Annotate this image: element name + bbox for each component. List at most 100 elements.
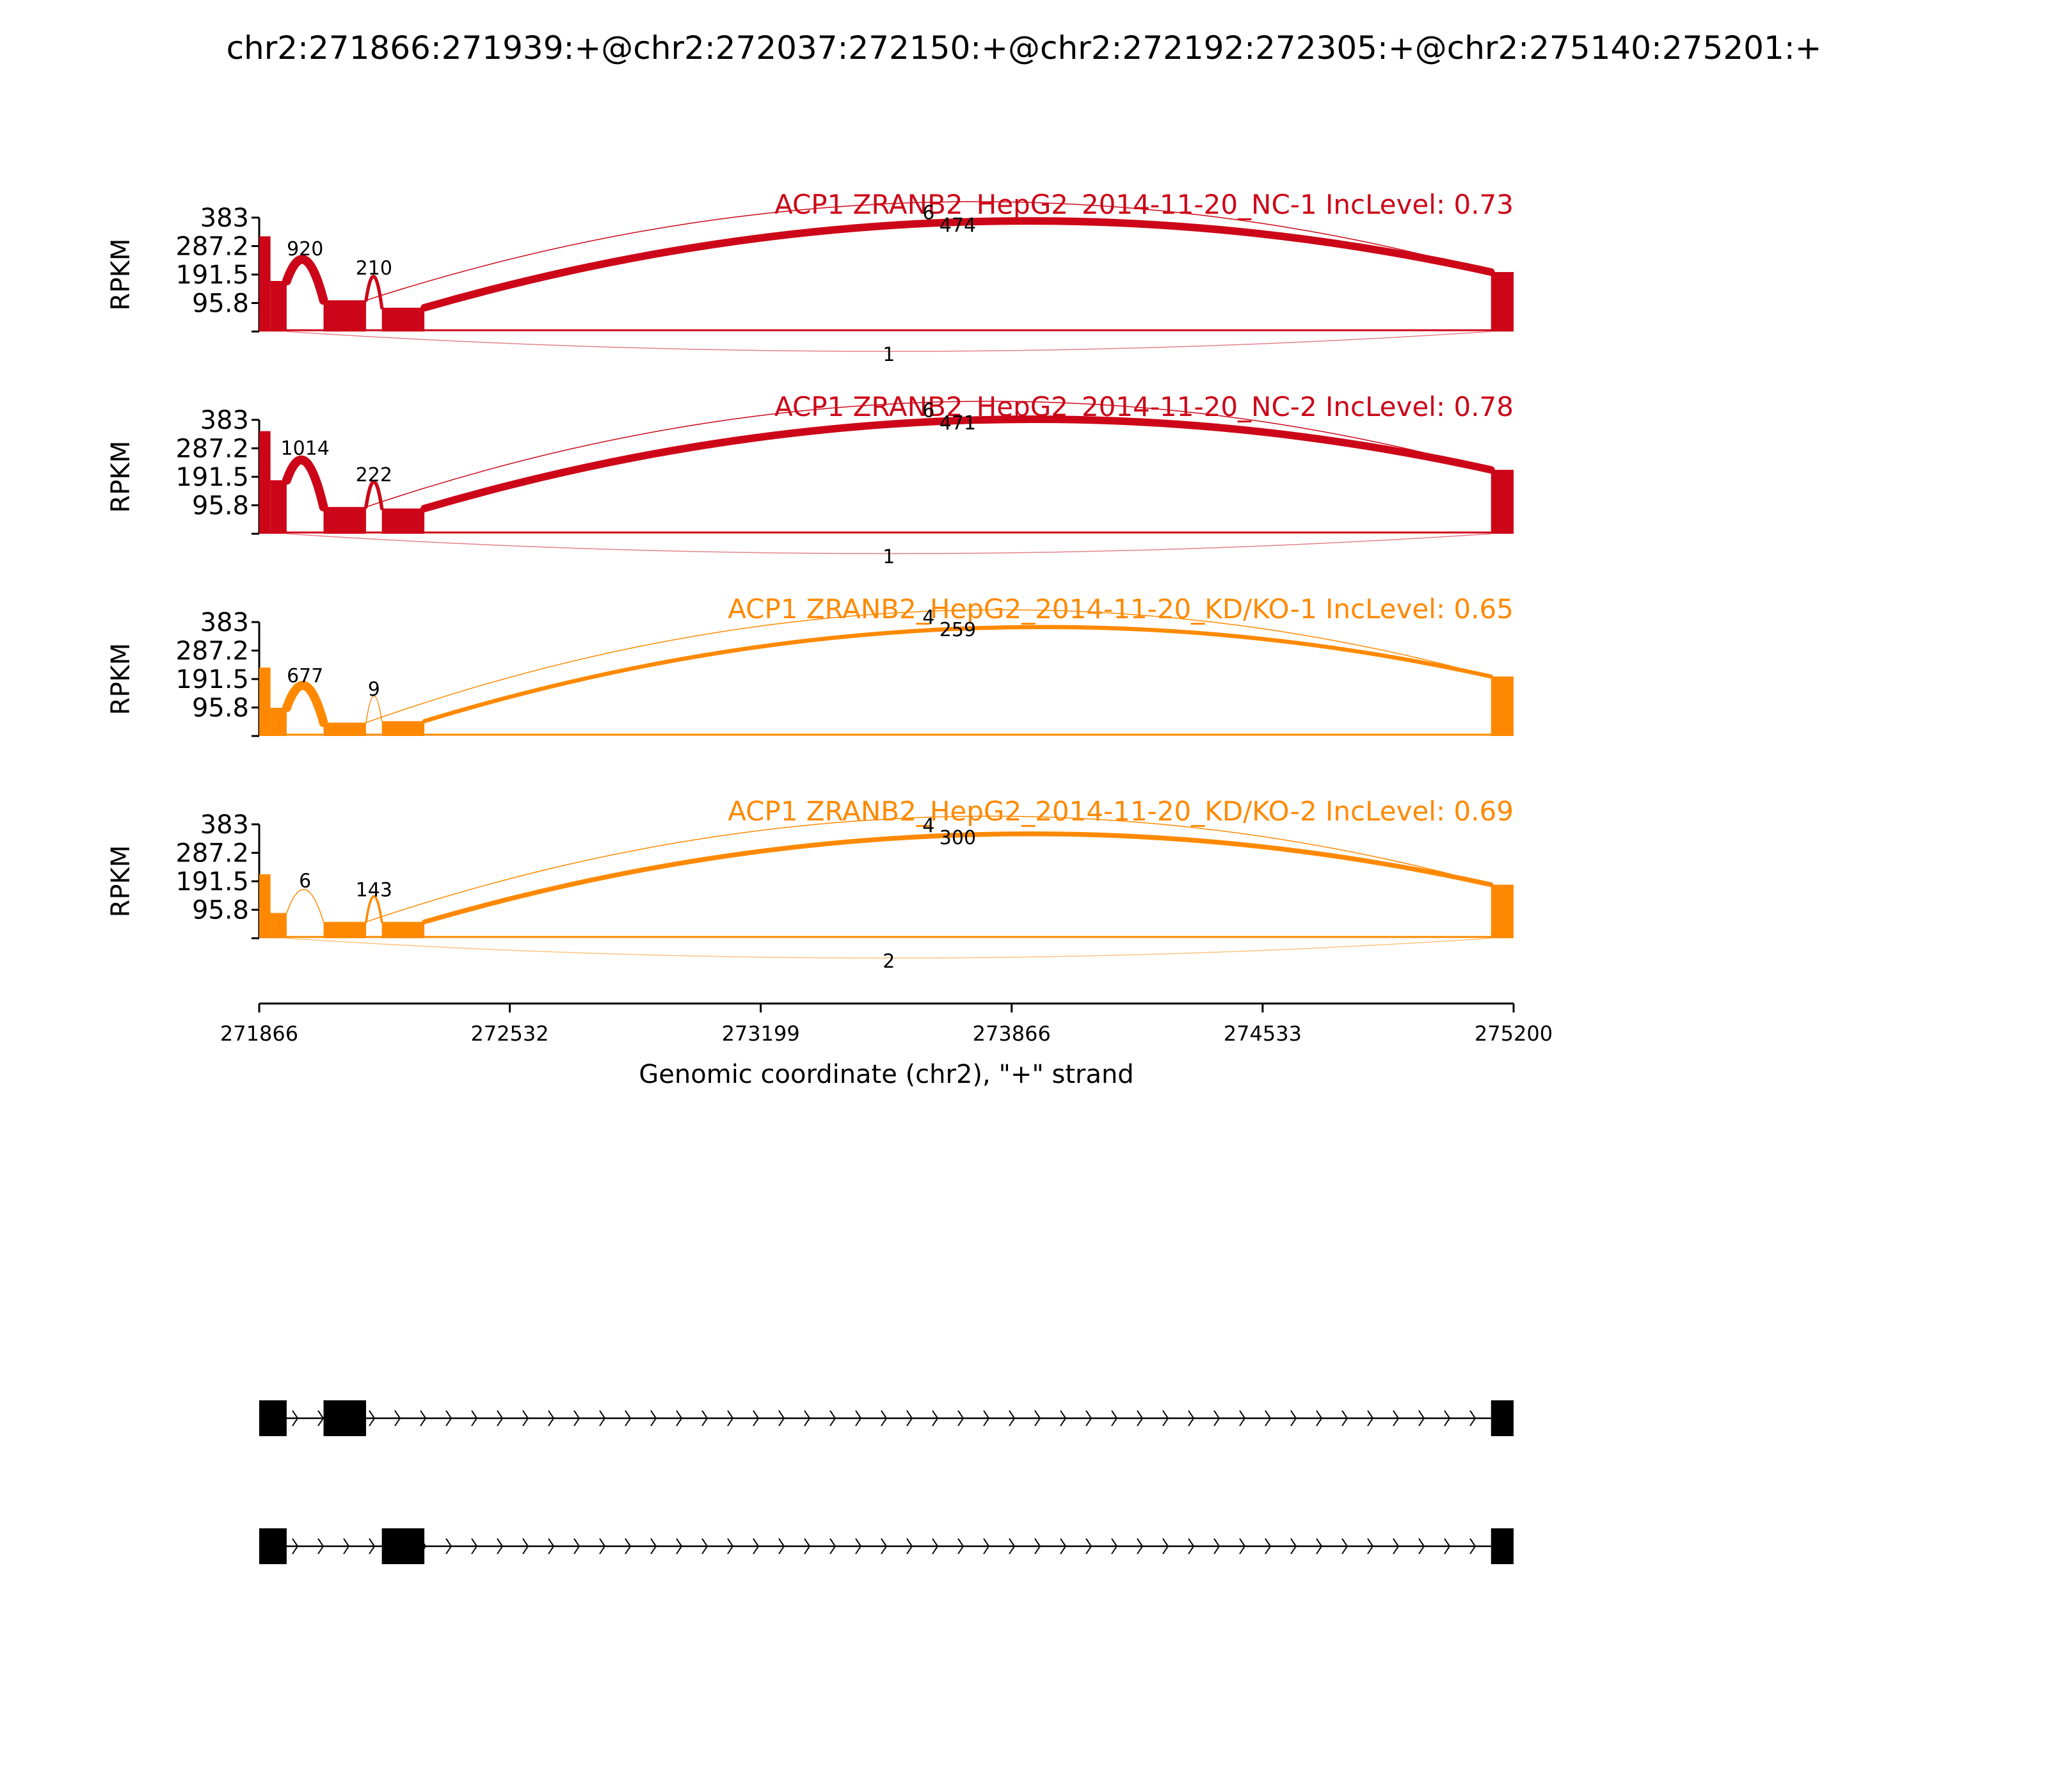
y-axis-label: RPKM <box>106 441 136 513</box>
strand-arrow <box>957 1410 964 1427</box>
y-tick-label: 287.2 <box>175 232 249 262</box>
y-tick-label: 95.8 <box>192 289 249 318</box>
coverage-tracks: ACP1 ZRANB2_HepG2_2014-11-20_NC-1 IncLev… <box>106 189 1514 973</box>
strand-arrow <box>522 1410 529 1427</box>
y-tick-label: 95.8 <box>192 895 249 925</box>
strand-arrow <box>1418 1538 1425 1555</box>
coverage-bar <box>259 431 271 534</box>
y-tick-label: 287.2 <box>175 637 249 666</box>
strand-arrow <box>804 1538 811 1555</box>
strand-arrow <box>753 1410 760 1427</box>
x-tick-label: 271866 <box>220 1021 298 1046</box>
strand-arrow <box>983 1410 990 1427</box>
coverage-bar <box>1491 470 1514 534</box>
coverage-bar <box>1491 272 1514 332</box>
strand-arrow <box>420 1410 427 1427</box>
strand-arrow <box>650 1538 657 1555</box>
junction-arc <box>364 480 384 511</box>
coverage-bar <box>259 236 271 332</box>
junction-count-label: 474 <box>940 214 976 237</box>
junction-arc <box>420 415 1495 513</box>
strand-arrow <box>676 1538 683 1555</box>
junction-arc <box>365 895 383 924</box>
y-tick-label: 383 <box>200 608 249 637</box>
y-tick-label: 95.8 <box>192 491 249 520</box>
strand-arrow <box>906 1410 913 1427</box>
strand-arrow <box>753 1538 760 1555</box>
junction-arc <box>422 625 1493 723</box>
x-tick-label: 274533 <box>1224 1021 1302 1046</box>
strand-arrow <box>522 1538 529 1555</box>
track-title: ACP1 ZRANB2_HepG2_2014-11-20_KD/KO-1 Inc… <box>728 593 1514 625</box>
strand-arrow <box>1444 1538 1451 1555</box>
strand-arrow <box>497 1538 504 1555</box>
strand-arrow <box>1213 1538 1220 1555</box>
junction-arc <box>286 889 324 923</box>
strand-arrow <box>1290 1410 1297 1427</box>
junction-count-label: 210 <box>356 257 392 280</box>
junction-count-label: 6 <box>922 400 934 422</box>
coverage-bar <box>323 723 366 736</box>
strand-arrow <box>957 1538 964 1555</box>
strand-arrow <box>881 1410 888 1427</box>
coverage-bar <box>259 874 271 938</box>
junction-count-label: 677 <box>287 665 323 687</box>
x-tick-label: 273866 <box>973 1021 1051 1046</box>
junction-arc <box>286 533 1492 554</box>
strand-arrow <box>625 1410 632 1427</box>
junction-count-label: 1 <box>883 546 895 568</box>
strand-arrow <box>650 1410 657 1427</box>
strand-arrow <box>317 1410 324 1427</box>
junction-arc <box>282 681 328 728</box>
y-tick-label: 95.8 <box>192 693 249 723</box>
strand-arrow <box>292 1538 299 1555</box>
strand-arrow <box>1469 1410 1476 1427</box>
strand-arrow <box>573 1538 580 1555</box>
strand-arrow <box>829 1410 836 1427</box>
junction-arc <box>365 201 1492 301</box>
exon-block <box>381 1528 425 1564</box>
junction-count-label: 143 <box>356 879 392 901</box>
junction-count-label: 2 <box>883 950 895 973</box>
strand-arrow <box>1162 1410 1169 1427</box>
junction-count-label: 4 <box>922 607 934 629</box>
strand-arrow <box>1393 1410 1400 1427</box>
strand-arrow <box>573 1410 580 1427</box>
x-tick-label: 275200 <box>1475 1021 1553 1046</box>
strand-arrow <box>1469 1538 1476 1555</box>
strand-arrow <box>1341 1538 1348 1555</box>
strand-arrow <box>471 1538 478 1555</box>
y-tick-label: 287.2 <box>175 839 249 868</box>
coverage-bar <box>381 307 425 332</box>
strand-arrow <box>1188 1410 1195 1427</box>
junction-arc <box>286 938 1492 959</box>
coverage-bar <box>1491 676 1514 736</box>
strand-arrow <box>497 1410 504 1427</box>
strand-arrow <box>1111 1410 1118 1427</box>
strand-arrow <box>701 1538 708 1555</box>
junction-arc <box>282 255 328 305</box>
strand-arrow <box>1367 1538 1374 1555</box>
y-tick-label: 191.5 <box>175 463 249 492</box>
strand-arrow <box>1111 1538 1118 1555</box>
coverage-bar <box>381 508 425 534</box>
track-1: ACP1 ZRANB2_HepG2_2014-11-20_NC-1 IncLev… <box>106 189 1514 366</box>
strand-arrow <box>932 1538 939 1555</box>
strand-arrow <box>548 1410 555 1427</box>
strand-arrow <box>1444 1410 1451 1427</box>
strand-arrow <box>1316 1538 1323 1555</box>
strand-arrow <box>855 1410 862 1427</box>
isoform-models <box>259 1400 1514 1564</box>
strand-arrow <box>727 1410 734 1427</box>
y-tick-label: 287.2 <box>175 435 249 464</box>
junction-arc <box>365 609 1492 723</box>
coverage-bar <box>270 280 287 332</box>
isoform-1 <box>259 1400 1514 1436</box>
exon-block <box>1491 1400 1514 1436</box>
coverage-bar <box>270 913 287 938</box>
strand-arrow <box>932 1410 939 1427</box>
y-tick-label: 383 <box>200 406 249 435</box>
strand-arrow <box>1290 1538 1297 1555</box>
y-axis-label: RPKM <box>106 239 136 311</box>
